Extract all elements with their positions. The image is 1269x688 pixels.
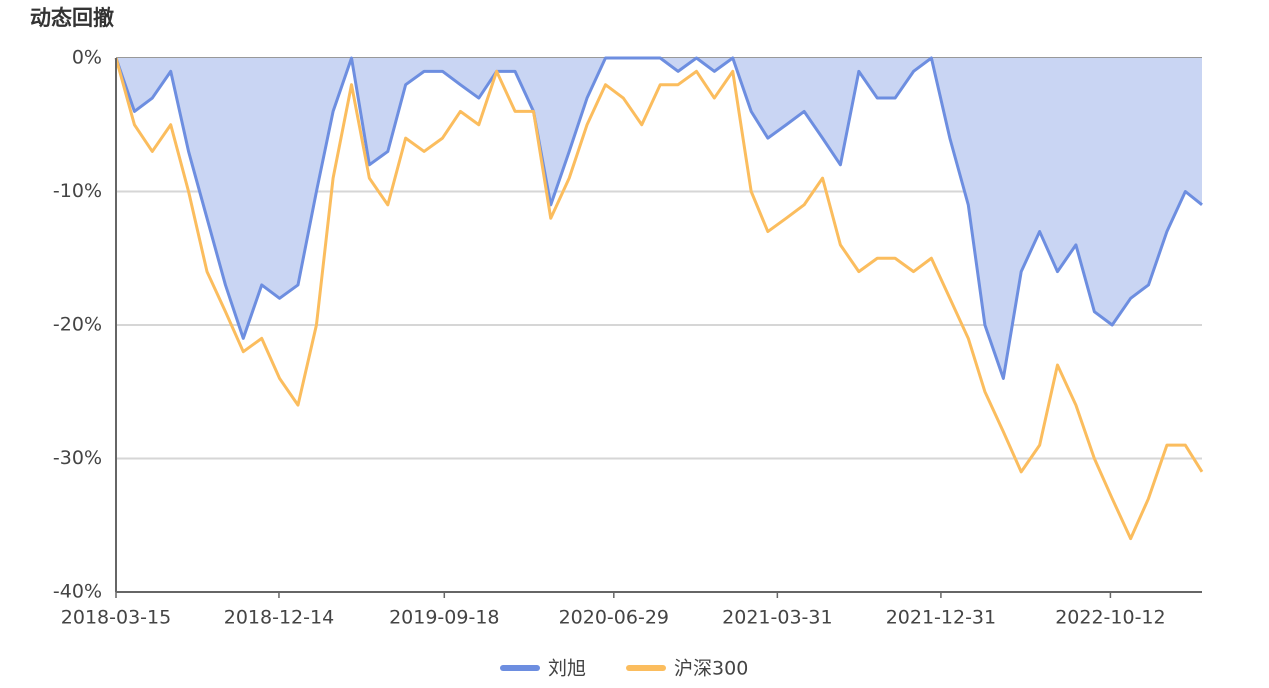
legend-label: 沪深300 — [674, 658, 748, 680]
x-tick-label: 2020-06-29 — [559, 607, 669, 629]
legend-swatch — [626, 665, 667, 671]
x-tick-label: 2019-09-18 — [389, 607, 499, 629]
x-tick-label: 2021-03-31 — [722, 607, 832, 629]
y-tick-label: 0% — [72, 47, 102, 69]
x-tick-label: 2022-10-12 — [1055, 607, 1165, 629]
area — [116, 58, 1202, 379]
legend-label: 刘旭 — [548, 658, 586, 680]
chart-title: 动态回撤 — [30, 6, 114, 30]
y-tick-label: -40% — [53, 581, 102, 603]
x-tick-label: 2018-12-14 — [224, 607, 334, 629]
y-tick-label: -10% — [53, 180, 102, 202]
legend: 刘旭 沪深300 — [500, 658, 748, 680]
line — [114, 57, 1204, 541]
y-tick-label: -30% — [53, 447, 102, 469]
x-tick-label: 2018-03-15 — [61, 607, 171, 629]
legend-swatch — [500, 665, 540, 671]
line — [114, 56, 1203, 380]
grid — [116, 57, 1202, 593]
y-tick-label: -20% — [53, 314, 102, 336]
x-tick-label: 2021-12-31 — [886, 607, 996, 629]
